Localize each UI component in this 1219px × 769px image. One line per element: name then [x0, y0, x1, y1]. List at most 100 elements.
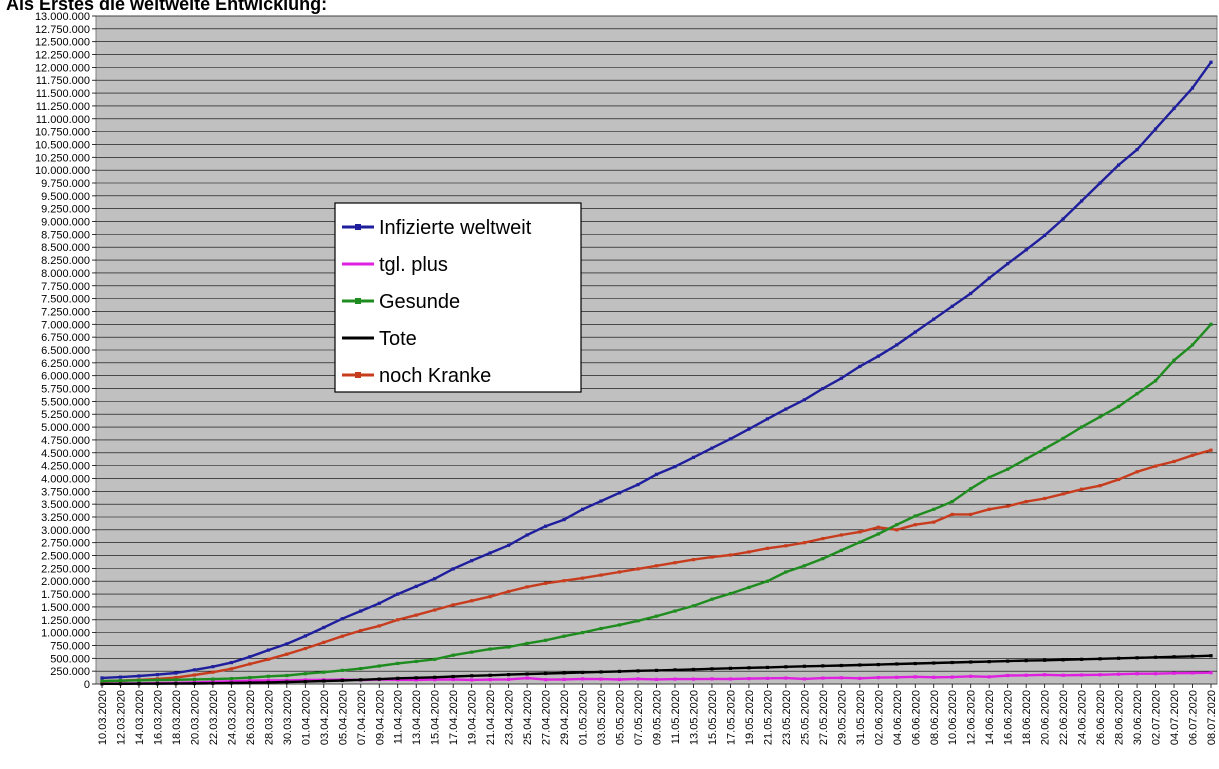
data-point	[1190, 654, 1195, 658]
x-tick-label: 16.06.2020	[1003, 690, 1015, 745]
data-point	[1172, 459, 1176, 464]
x-tick-label: 17.04.2020	[448, 690, 460, 745]
data-point	[211, 677, 215, 681]
x-tick-label: 20.03.2020	[189, 690, 201, 745]
data-point	[858, 663, 862, 667]
data-point	[913, 523, 917, 527]
y-tick-label: 10.250.000	[35, 152, 90, 164]
data-point	[1006, 467, 1010, 471]
x-tick-label: 10.06.2020	[947, 690, 959, 745]
y-tick-label: 8.000.000	[41, 268, 90, 280]
data-point	[229, 681, 233, 685]
data-point	[1080, 487, 1084, 491]
y-tick-label: 3.750.000	[41, 486, 90, 498]
data-point	[969, 674, 973, 678]
data-point	[876, 525, 880, 529]
data-point	[932, 520, 936, 524]
data-point	[858, 676, 862, 680]
x-axis-ticks: 10.03.2020 12.03.2020 14.03.2020 16.03.2020…	[97, 684, 1218, 745]
data-point	[1209, 60, 1213, 64]
data-point	[580, 677, 585, 681]
data-point	[802, 398, 806, 402]
data-point	[340, 617, 344, 621]
y-tick-label: 3.000.000	[41, 525, 90, 537]
y-tick-label: 1.250.000	[41, 615, 90, 627]
data-point	[359, 666, 363, 671]
data-point	[488, 595, 492, 599]
data-point	[728, 437, 733, 441]
x-tick-label: 01.05.2020	[578, 690, 590, 745]
data-point	[192, 673, 197, 677]
x-tick-label: 27.05.2020	[818, 690, 830, 745]
data-point	[1190, 343, 1195, 347]
y-tick-label: 2.750.000	[41, 538, 90, 550]
data-point	[100, 679, 104, 683]
data-point	[562, 671, 566, 675]
data-point	[802, 541, 806, 545]
data-point	[322, 679, 326, 683]
data-point	[562, 517, 566, 522]
x-tick-label: 30.03.2020	[282, 690, 294, 745]
data-point	[1061, 217, 1065, 221]
x-tick-label: 14.06.2020	[984, 690, 996, 745]
data-point	[784, 407, 788, 411]
data-point	[1098, 673, 1102, 677]
series-lines	[100, 60, 1213, 686]
data-point	[821, 536, 825, 541]
data-point	[396, 676, 400, 680]
x-tick-label: 03.04.2020	[319, 690, 331, 745]
data-point	[765, 546, 769, 550]
data-point	[229, 667, 233, 671]
data-point	[1098, 181, 1102, 185]
y-tick-label: 8.750.000	[41, 229, 90, 241]
data-point	[266, 657, 270, 661]
data-point	[174, 681, 178, 686]
x-tick-label: 23.05.2020	[781, 690, 793, 745]
y-tick-label: 7.250.000	[41, 306, 90, 318]
data-point	[876, 354, 880, 358]
y-tick-label: 11.000.000	[36, 114, 90, 126]
y-tick-label: 9.750.000	[41, 178, 90, 190]
data-point	[969, 660, 973, 664]
data-point	[562, 677, 566, 681]
y-tick-label: 10.500.000	[35, 139, 90, 151]
data-point	[100, 682, 104, 686]
data-point	[987, 276, 991, 280]
legend-label: noch Kranke	[379, 365, 491, 387]
data-point	[876, 532, 880, 536]
legend: Infizierte weltweit tgl. plus Gesunde Tote n…	[334, 202, 582, 393]
data-point	[396, 661, 400, 666]
y-tick-label: 8.250.000	[41, 255, 90, 267]
data-point	[303, 672, 307, 676]
x-tick-label: 10.03.2020	[97, 690, 109, 745]
data-point	[1080, 657, 1084, 661]
data-point	[488, 673, 492, 677]
data-point	[1190, 453, 1195, 457]
legend-marker	[355, 372, 361, 378]
x-tick-label: 06.06.2020	[910, 690, 922, 745]
y-tick-label: 1.750.000	[41, 589, 90, 601]
data-point	[987, 660, 991, 664]
data-point	[802, 677, 806, 681]
data-point	[987, 507, 991, 511]
data-point	[470, 674, 474, 678]
data-point	[784, 570, 788, 574]
data-point	[580, 670, 585, 675]
y-tick-label: 1.500.000	[41, 602, 90, 614]
x-tick-label: 11.04.2020	[393, 690, 405, 744]
x-tick-label: 18.03.2020	[171, 690, 183, 745]
data-point	[525, 672, 529, 676]
data-point	[784, 676, 788, 680]
data-point	[248, 675, 252, 680]
y-axis-ticks: 0250.000500.000750.0001.000.0001.250.000…	[35, 11, 96, 691]
data-point	[747, 666, 751, 670]
x-tick-label: 04.07.2020	[1169, 690, 1181, 745]
x-tick-label: 12.06.2020	[966, 690, 978, 745]
y-tick-label: 9.250.000	[41, 204, 90, 216]
data-point	[1209, 448, 1213, 452]
y-tick-label: 11.250.000	[36, 101, 90, 113]
data-point	[303, 679, 307, 684]
data-point	[1006, 659, 1010, 663]
data-point	[599, 499, 603, 503]
x-tick-label: 14.03.2020	[134, 690, 146, 745]
